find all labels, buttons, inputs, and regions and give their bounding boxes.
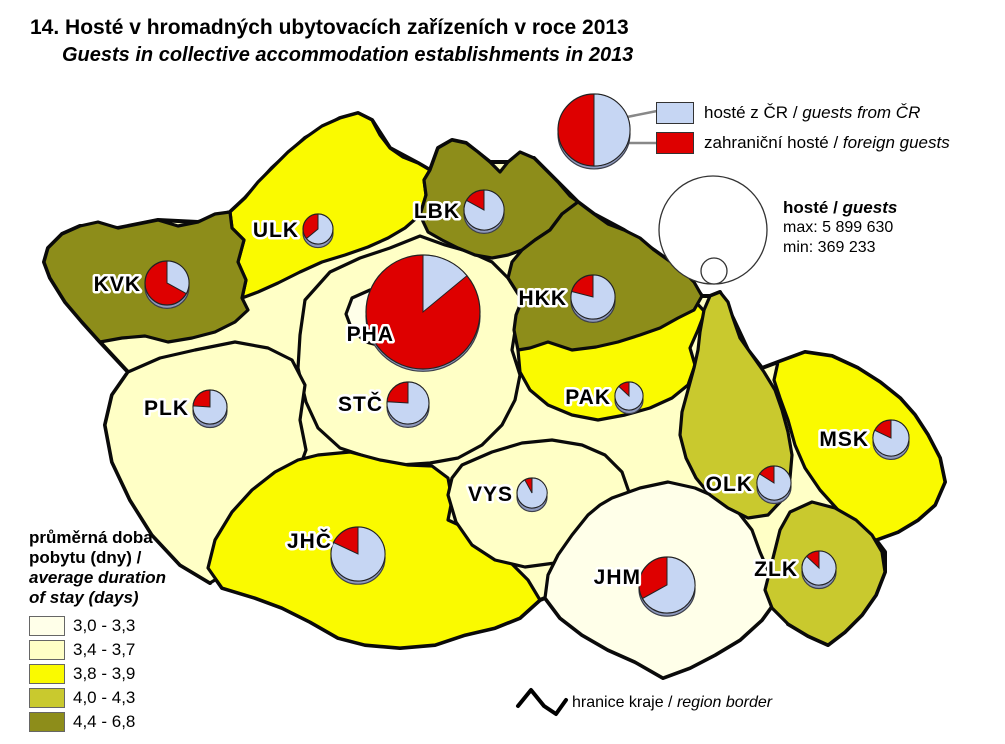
duration-class-swatch [29,664,65,684]
pie-color-legend: hosté z ČR / guests from ČR zahraniční ho… [656,98,950,158]
size-legend-title-cz: hosté [783,198,829,217]
pies-layer [144,189,910,617]
region-label-PHA: PHA [347,323,394,346]
domestic-swatch [656,102,694,124]
region-label-STČ: STČ [338,392,383,416]
pie-ULK [302,213,334,249]
region-label-LBK: LBK [414,200,460,223]
duration-class-row: 4,0 - 4,3 [29,686,166,710]
duration-class-row: 3,0 - 3,3 [29,614,166,638]
pie-STČ [386,381,430,428]
border-legend-en: region border [676,694,773,711]
region-label-VYS: VYS [468,483,513,506]
pie-ZLK [801,550,837,590]
size-legend-text: hosté / guests max: 5 899 630 min: 369 2… [783,198,897,258]
region-label-HKK: HKK [519,287,568,310]
pie-legend-row-foreign: zahraniční hosté / foreign guests [656,128,950,158]
border-legend-cz: hranice kraje [572,694,664,711]
pie-PAK [614,381,644,415]
region-label-ZLK: ZLK [754,558,798,581]
pie-MSK [872,419,910,461]
duration-class-range: 3,4 - 3,7 [73,640,136,659]
pie-LBK [463,189,505,235]
region-label-JHM: JHM [594,566,641,589]
pie-VYS [516,477,548,513]
label-cz: hosté z ČR [704,103,789,122]
duration-class-swatch [29,616,65,636]
duration-class-range: 4,0 - 4,3 [73,688,136,707]
figure-subtitle: Guests in collective accommodation estab… [62,44,634,66]
region-MSK [772,350,947,542]
region-label-PAK: PAK [565,386,611,409]
duration-class-swatch [29,712,65,732]
duration-class-swatch [29,640,65,660]
region-border-symbol [516,688,568,716]
duration-class-swatch [29,688,65,708]
region-label-KVK: KVK [94,273,141,296]
pie-JHČ [330,526,386,585]
duration-class-range: 3,0 - 3,3 [73,616,136,635]
size-legend-title-en: guests [842,198,898,217]
pie-OLK [756,465,792,505]
separator: / [663,694,677,711]
foreign-swatch [656,132,694,154]
pie-PHA [365,254,481,372]
duration-legend: průměrná doba pobytu (dny) / average dur… [29,528,166,734]
duration-legend-rows: 3,0 - 3,3 3,4 - 3,7 3,8 - 3,9 4,0 - 4,3 4,4 … [29,614,166,734]
size-legend-max: max: 5 899 630 [783,219,894,236]
separator: / [828,198,843,217]
duration-legend-title-en-1: average duration [29,568,166,587]
pie-legend-label-foreign: zahraniční hosté / foreign guests [704,133,950,153]
duration-class-row: 3,8 - 3,9 [29,662,166,686]
pie-legend-label-domestic: hosté z ČR / guests from ČR [704,103,920,123]
pie-legend-row-domestic: hosté z ČR / guests from ČR [656,98,950,128]
duration-legend-title-cz-2: pobytu (dny) / [29,548,142,567]
region-label-OLK: OLK [706,473,753,496]
figure-title: 14. Hosté v hromadných ubytovacích zaříz… [30,16,629,39]
region-label-ULK: ULK [253,219,299,242]
size-legend-min-circle [700,257,728,285]
duration-legend-title-en-2: of stay (days) [29,588,139,607]
pie-PLK [192,389,228,429]
legend-sample-pie [557,93,631,170]
label-cz: zahraniční hosté [704,133,829,152]
separator: / [788,103,803,122]
legend-sample-pie-chart [557,93,631,170]
duration-class-range: 4,4 - 6,8 [73,712,136,731]
duration-class-row: 4,4 - 6,8 [29,710,166,734]
border-legend-text: hranice kraje / region border [572,694,772,712]
region-label-PLK: PLK [144,397,189,420]
pie-HKK [570,274,616,323]
region-label-MSK: MSK [819,428,869,451]
duration-legend-title-cz-1: průměrná doba [29,528,153,547]
size-legend-title: hosté / guests [783,198,897,218]
duration-legend-title: průměrná doba pobytu (dny) / average dur… [29,528,166,608]
duration-class-row: 3,4 - 3,7 [29,638,166,662]
size-legend-min: min: 369 233 [783,239,876,256]
label-en: guests from ČR [802,103,921,122]
duration-class-range: 3,8 - 3,9 [73,664,136,683]
label-en: foreign guests [842,133,950,152]
labels-layer: PHA STČ JHČ PLK KVK ULK LBK HKK PAK VYS JHM OLK ZLK M… [91,198,870,592]
pie-JHM [638,556,696,617]
separator: / [828,133,843,152]
region-label-JHČ: JHČ [287,529,332,553]
pie-KVK [144,260,190,309]
